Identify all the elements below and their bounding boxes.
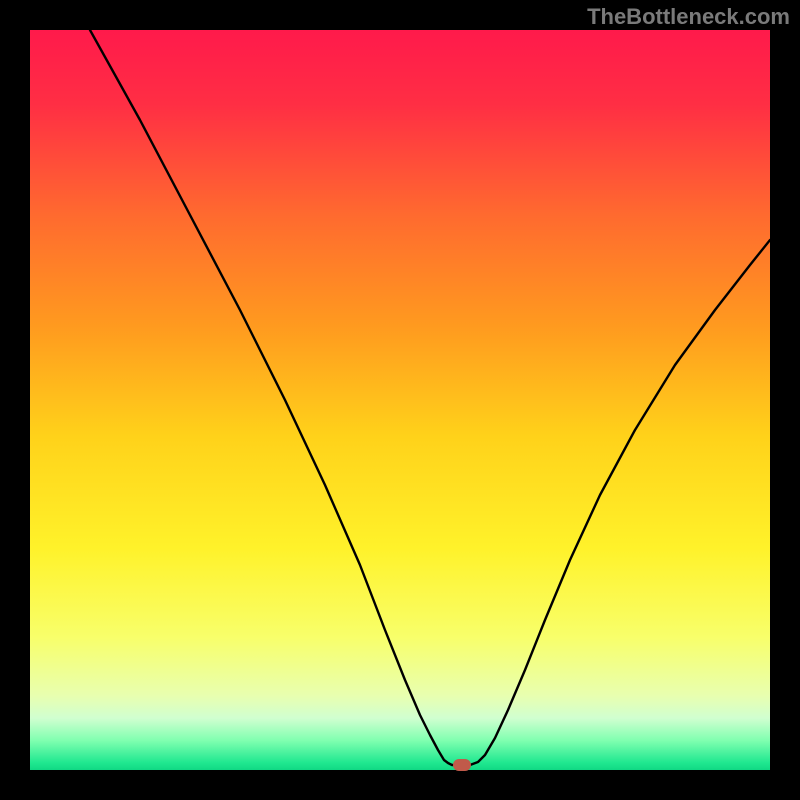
watermark-text: TheBottleneck.com [587, 4, 790, 30]
plot-area [30, 30, 770, 770]
gradient-background [30, 30, 770, 770]
optimum-marker [453, 759, 471, 771]
chart-container: TheBottleneck.com [0, 0, 800, 800]
